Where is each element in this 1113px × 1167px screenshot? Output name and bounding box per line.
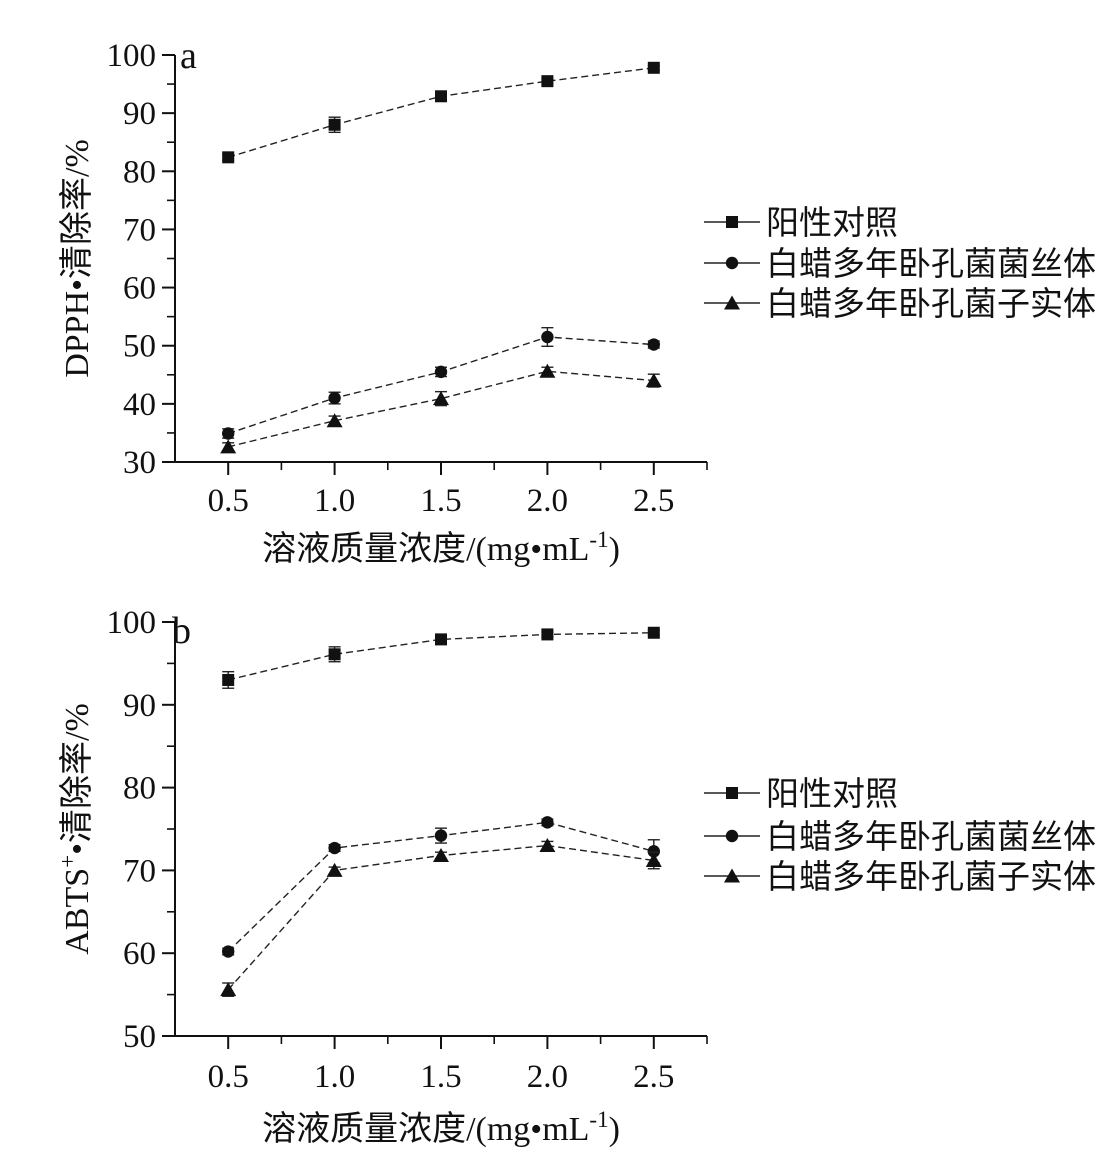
data-point-square xyxy=(647,626,660,639)
data-point-square xyxy=(541,628,554,641)
y-tick-label: 70 xyxy=(123,853,156,889)
x-axis-title: 溶液质量浓度/(mg•mL-1) xyxy=(262,1107,620,1148)
y-tick-label: 60 xyxy=(123,936,156,972)
y-tick-label: 80 xyxy=(123,771,156,807)
x-tick-label: 1.5 xyxy=(420,1059,461,1095)
superscript: -1 xyxy=(589,1107,608,1132)
x-tick-label: 0.5 xyxy=(208,483,249,519)
data-point-circle xyxy=(222,945,235,958)
data-point-triangle xyxy=(645,852,662,867)
data-point-triangle xyxy=(220,439,237,454)
legend-label: 阳性对照 xyxy=(766,776,898,813)
legend-marker-triangle xyxy=(724,868,740,883)
legend-label: 白蜡多年卧孔菌子实体 xyxy=(766,859,1096,896)
legend-item: 白蜡多年卧孔菌菌丝体 xyxy=(704,246,1096,283)
legend-marker-triangle xyxy=(724,295,740,310)
data-point-square xyxy=(435,90,447,103)
legend-label: 白蜡多年卧孔菌子实体 xyxy=(766,286,1096,323)
data-point-circle xyxy=(222,427,235,440)
y-tick-label: 100 xyxy=(107,605,157,641)
data-point-triangle xyxy=(433,391,449,406)
data-point-triangle xyxy=(326,413,343,428)
y-tick-label: 70 xyxy=(123,212,156,248)
panel-label: a xyxy=(180,35,197,77)
legend-marker-circle xyxy=(725,256,739,270)
legend-marker-square xyxy=(726,216,738,228)
x-tick-label: 2.5 xyxy=(633,1059,674,1095)
series-line-triangle xyxy=(228,370,654,448)
x-tick-label: 0.5 xyxy=(208,1059,249,1095)
chart-panel-b: 50 60 70 80 90 100 0.5 1.0 1.5 2.0 2.5 ABTS+•清除率/% 溶… xyxy=(0,583,1113,1167)
series-line-circle xyxy=(227,336,654,435)
legend-item: 阳性对照 xyxy=(704,205,898,242)
y-tick-label: 50 xyxy=(123,329,156,365)
data-point-square xyxy=(222,673,235,686)
y-axis-title: DPPH•清除率/% xyxy=(58,139,96,378)
x-tick-label: 1.0 xyxy=(314,483,355,519)
data-point-circle xyxy=(541,330,554,344)
legend-item: 白蜡多年卧孔菌子实体 xyxy=(704,859,1096,896)
y-tick-label: 100 xyxy=(107,38,157,74)
data-point-triangle xyxy=(433,847,449,862)
legend-marker-square xyxy=(726,787,738,799)
series-triangle xyxy=(220,838,662,997)
x-tick-label: 2.0 xyxy=(527,483,568,519)
data-point-square xyxy=(222,151,235,164)
data-point-square xyxy=(541,75,554,88)
legend-item: 白蜡多年卧孔菌菌丝体 xyxy=(704,819,1096,856)
legend-item: 白蜡多年卧孔菌子实体 xyxy=(704,286,1096,323)
legend-item: 阳性对照 xyxy=(704,776,898,813)
y-axis-title: ABTS+•清除率/% xyxy=(55,703,96,955)
panel-label: b xyxy=(172,610,191,652)
y-tick-label: 40 xyxy=(123,387,156,423)
data-point-triangle xyxy=(220,982,237,997)
data-point-circle xyxy=(328,391,341,405)
data-point-circle xyxy=(434,365,448,379)
series-circle xyxy=(222,326,660,440)
legend-label: 白蜡多年卧孔菌菌丝体 xyxy=(766,246,1096,283)
legend-marker-circle xyxy=(725,829,739,843)
data-point-circle xyxy=(434,829,448,842)
data-point-circle xyxy=(541,816,554,829)
x-tick-label: 1.5 xyxy=(420,483,461,519)
superscript: -1 xyxy=(589,527,608,552)
superscript: + xyxy=(55,855,80,868)
data-point-circle xyxy=(328,841,341,855)
series-line-square xyxy=(228,632,654,681)
x-tick-label: 1.0 xyxy=(314,1059,355,1095)
y-tick-label: 90 xyxy=(123,96,156,132)
data-point-triangle xyxy=(539,363,556,378)
y-tick-label: 60 xyxy=(123,271,156,307)
y-tick-label: 90 xyxy=(123,688,156,724)
legend-label: 白蜡多年卧孔菌菌丝体 xyxy=(766,819,1096,856)
series-square xyxy=(222,61,660,164)
series-circle xyxy=(222,816,660,958)
series-square xyxy=(222,626,660,689)
data-point-triangle xyxy=(326,862,343,877)
x-tick-label: 2.5 xyxy=(633,483,674,519)
series-triangle xyxy=(220,363,662,454)
data-point-circle xyxy=(647,845,660,858)
data-point-triangle xyxy=(645,373,662,388)
x-tick-label: 2.0 xyxy=(527,1059,568,1095)
data-point-square xyxy=(328,118,341,131)
legend-label: 阳性对照 xyxy=(766,205,898,242)
series-line-square xyxy=(227,67,654,159)
y-tick-label: 50 xyxy=(123,1019,156,1055)
dpph-scavenging-chart: 30 40 50 60 70 80 90 100 0.5 1.0 1.5 2.0 2.5 DPPH•清除率… xyxy=(58,35,1096,568)
data-point-triangle xyxy=(539,838,556,853)
data-point-circle xyxy=(647,338,660,351)
data-point-square xyxy=(435,633,447,646)
x-axis-title: 溶液质量浓度/(mg•mL-1) xyxy=(262,527,620,568)
series-line-triangle xyxy=(227,844,654,991)
data-point-square xyxy=(647,61,660,74)
chart-panel-a: 30 40 50 60 70 80 90 100 0.5 1.0 1.5 2.0 2.5 DPPH•清除率… xyxy=(58,35,1096,568)
data-point-square xyxy=(328,648,341,661)
y-tick-label: 80 xyxy=(123,154,156,190)
abts-scavenging-chart: 50 60 70 80 90 100 0.5 1.0 1.5 2.0 2.5 ABTS+•清除率/% 溶… xyxy=(55,605,1096,1148)
y-tick-label: 30 xyxy=(123,445,156,481)
